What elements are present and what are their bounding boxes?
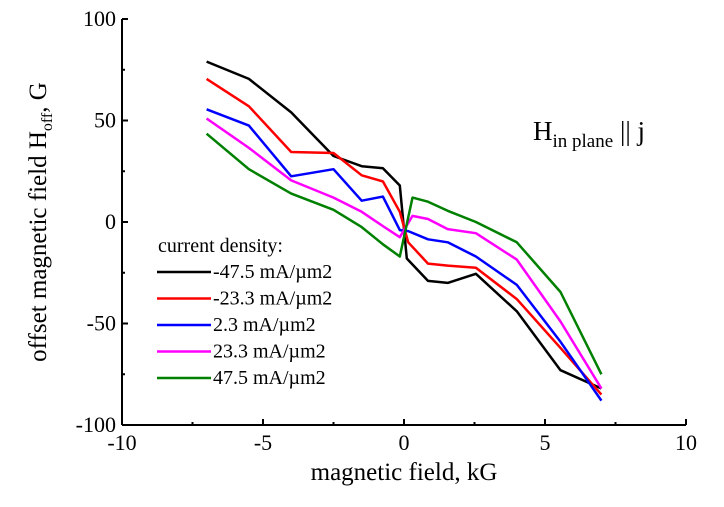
- y-tick-label: -100: [76, 412, 116, 437]
- legend-label-2: 2.3 mA/µm2: [213, 314, 316, 336]
- annotation-h-in-plane-parallel-j: Hin plane || j: [533, 116, 645, 152]
- y-tick-label: 50: [94, 108, 116, 133]
- legend-label-1: -23.3 mA/µm2: [213, 288, 332, 310]
- annotation-main: H: [533, 116, 553, 146]
- annotation-suffix: || j: [613, 116, 645, 146]
- x-axis-title: magnetic field, kG: [311, 459, 498, 486]
- x-tick-label: 10: [675, 430, 697, 455]
- x-tick-label: -5: [254, 430, 272, 455]
- y-axis-title-suffix: , G: [25, 82, 52, 113]
- y-axis-title-sub: off: [39, 112, 56, 131]
- y-tick-label: 100: [83, 6, 116, 31]
- series-line-1: [205, 77, 603, 396]
- x-tick-label: 5: [540, 430, 551, 455]
- legend-title: current density:: [158, 235, 283, 257]
- axes: [121, 18, 687, 426]
- legend-label-3: 23.3 mA/µm2: [213, 341, 326, 363]
- annotation-sub: in plane: [553, 131, 614, 152]
- y-tick-label: 0: [105, 209, 116, 234]
- y-axis-title-main: offset magnetic field H: [25, 131, 52, 362]
- legend-label-0: -47.5 mA/µm2: [213, 261, 332, 283]
- legend: current density: -47.5 mA/µm2 -23.3 mA/µm…: [157, 235, 332, 389]
- series-line-4: [205, 132, 603, 375]
- x-tick-label: 0: [399, 430, 410, 455]
- y-tick-label: -50: [87, 311, 116, 336]
- y-axis-title: offset magnetic field Hoff, G: [25, 82, 56, 362]
- series-layer: [205, 60, 603, 402]
- x-tick-label: -10: [107, 430, 136, 455]
- legend-label-4: 47.5 mA/µm2: [213, 367, 326, 389]
